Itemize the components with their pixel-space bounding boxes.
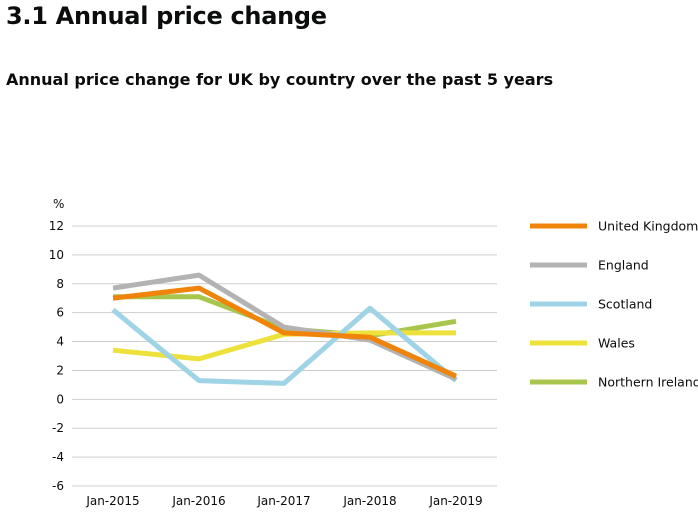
y-tick-label: -6 <box>52 479 64 493</box>
y-tick-label: 12 <box>49 219 64 233</box>
legend-label-england: England <box>598 258 649 273</box>
x-tick-label: Jan-2015 <box>85 494 139 508</box>
legend-label-scotland: Scotland <box>598 297 652 312</box>
legend-label-wales: Wales <box>598 336 635 351</box>
y-axis-unit-label: % <box>53 197 64 211</box>
page-title: 3.1 Annual price change <box>6 2 327 30</box>
y-tick-label: 10 <box>49 248 64 262</box>
y-tick-label: 4 <box>56 335 64 349</box>
x-tick-label: Jan-2019 <box>428 494 482 508</box>
series-lines <box>111 272 458 386</box>
y-tick-label: 2 <box>56 363 64 377</box>
series-line-scotland <box>111 305 458 386</box>
y-tick-label: 0 <box>56 392 64 406</box>
x-tick-label: Jan-2016 <box>171 494 225 508</box>
chart-title: Annual price change for UK by country ov… <box>6 70 554 89</box>
x-axis-ticks: Jan-2015 Jan-2016 Jan-2017 Jan-2018 Jan-2019 <box>85 494 482 508</box>
legend-label-northern-ireland: Northern Ireland <box>598 375 698 390</box>
y-tick-label: 6 <box>56 306 64 320</box>
y-tick-label: 8 <box>56 277 64 291</box>
x-tick-label: Jan-2018 <box>342 494 396 508</box>
series-line-northern-ireland <box>113 294 457 339</box>
y-tick-label: -2 <box>52 421 64 435</box>
y-axis-ticks: % 12 10 8 6 4 2 0 -2 -4 -6 <box>49 197 65 493</box>
legend: United Kingdom England Scotland Wales Northe… <box>530 219 698 390</box>
grid <box>72 225 497 487</box>
series-line-england <box>112 272 458 382</box>
series-line-united-kingdom <box>112 285 458 379</box>
y-tick-label: -4 <box>52 450 64 464</box>
x-tick-label: Jan-2017 <box>256 494 310 508</box>
legend-label-united-kingdom: United Kingdom <box>598 219 698 234</box>
